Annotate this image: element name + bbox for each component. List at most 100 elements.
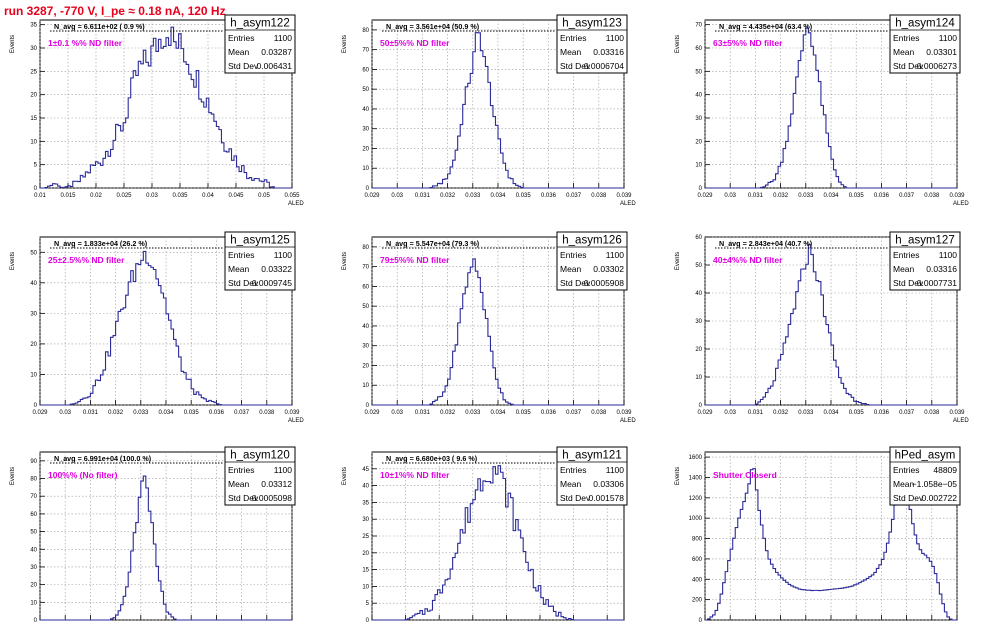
x-tick-label: 0.036 [874, 193, 890, 199]
y-tick-label: 15 [30, 116, 37, 122]
y-tick-label: 20 [362, 146, 369, 152]
stats-label: Entries [228, 250, 254, 260]
y-tick-label: 70 [362, 48, 369, 54]
stats-label: Std Dev [228, 61, 259, 71]
filter-annotation: Shutter Closerd [713, 470, 777, 480]
y-tick-label: 10 [362, 584, 369, 590]
x-tick-label: 0.038 [591, 410, 607, 416]
x-tick-label: 0.035 [516, 193, 532, 199]
histogram-panel-h_asym121: 0.0260.0280.030.0320.0340.0360.0380.0405… [342, 446, 628, 624]
y-tick-label: 10 [30, 139, 37, 145]
x-tick-label: 0.03 [391, 193, 403, 199]
stats-value: 48809 [933, 465, 957, 475]
x-axis-label: ALED [953, 201, 969, 207]
y-tick-label: 5 [34, 163, 38, 169]
navg-label: N_avg = 6.991e+04 (100.0 %) [54, 454, 152, 463]
stats-value: 0.0007731 [917, 278, 957, 288]
stats-value: 0.03306 [593, 479, 624, 489]
x-tick-label: 0.034 [823, 193, 839, 199]
x-tick-label: 0.038 [924, 193, 940, 199]
histogram-line [705, 244, 957, 406]
y-tick-label: 80 [362, 28, 369, 34]
y-axis-label: Events [342, 252, 348, 270]
stats-box [556, 231, 628, 291]
x-tick-label: 0.03 [146, 193, 158, 199]
y-axis-label: Events [10, 467, 16, 485]
y-axis-label: Events [675, 252, 681, 270]
stats-value: 0.006431 [257, 61, 293, 71]
x-tick-label: 0.032 [773, 410, 789, 416]
page-title: run 3287, -770 V, I_pe ≈ 0.18 nA, 120 Hz [4, 4, 226, 18]
stats-label: Std Dev [893, 61, 924, 71]
x-tick-label: 0.04 [202, 193, 214, 199]
x-tick-label: 0.039 [616, 193, 632, 199]
y-tick-label: 20 [362, 551, 369, 557]
y-tick-label: 1000 [689, 516, 703, 522]
navg-label: N_avg = 6.611e+02 ( 0.9 %) [54, 22, 145, 31]
stats-label: Mean [560, 47, 582, 57]
x-tick-label: 0.03 [59, 410, 71, 416]
stats-value: 0.03301 [926, 47, 957, 57]
y-tick-label: 30 [362, 517, 369, 523]
y-tick-label: 30 [362, 127, 369, 133]
x-tick-label: 0.02 [90, 193, 102, 199]
stats-label: Std Dev [893, 493, 924, 503]
stats-box [556, 446, 628, 506]
stats-title: h_asym127 [895, 235, 954, 247]
y-axis-label: Events [10, 252, 16, 270]
x-tick-label: 0.035 [516, 410, 532, 416]
stats-label: Mean [560, 479, 582, 489]
stats-label: Mean [893, 264, 915, 274]
x-tick-label: 0.033 [465, 193, 481, 199]
stats-box [224, 231, 296, 291]
y-tick-label: 20 [30, 342, 37, 348]
stats-value: 0.0006704 [584, 61, 624, 71]
stats-value: 0.03287 [261, 47, 292, 57]
x-tick-label: 0.031 [415, 193, 431, 199]
navg-label: N_avg = 6.680e+03 ( 9.6 %) [386, 454, 478, 463]
y-tick-label: 10 [695, 375, 702, 381]
x-tick-label: 0.039 [949, 410, 965, 416]
x-tick-label: 0.015 [60, 193, 76, 199]
y-tick-label: 40 [30, 547, 37, 553]
x-tick-label: 0.039 [284, 410, 300, 416]
stats-value: 0.03316 [593, 47, 624, 57]
x-tick-label: 0.031 [83, 410, 99, 416]
stats-title: h_asym120 [230, 450, 289, 462]
y-tick-label: 0 [34, 186, 38, 192]
y-tick-label: 0 [366, 618, 370, 624]
stats-label: Std Dev [893, 278, 924, 288]
filter-annotation: 25±2.5%% ND filter [48, 255, 125, 265]
y-tick-label: 10 [695, 163, 702, 169]
x-tick-label: 0.05 [258, 193, 270, 199]
x-tick-label: 0.034 [158, 410, 174, 416]
histogram-line [372, 465, 624, 621]
y-tick-label: 50 [30, 530, 37, 536]
x-tick-label: 0.036 [209, 410, 225, 416]
filter-annotation: 50±5%% ND filter [380, 38, 450, 48]
filter-annotation: 79±5%% ND filter [380, 255, 450, 265]
y-tick-label: 40 [695, 291, 702, 297]
y-tick-label: 80 [362, 245, 369, 251]
x-tick-label: 0.03 [724, 410, 736, 416]
y-axis-label: Events [675, 35, 681, 53]
y-axis-label: Events [10, 35, 16, 53]
stats-value: 1100 [274, 250, 293, 260]
histogram-panel-h_asym124: 0.029 0.03 0.031 0.032 0.033 0.034 0.035 0.036 0… [675, 14, 969, 207]
x-tick-label: 0.039 [616, 410, 632, 416]
stats-box [224, 446, 296, 506]
stats-box [889, 446, 961, 506]
filter-annotation: 100%% (No filter) [48, 470, 118, 480]
stats-value: 0.03312 [261, 479, 292, 489]
x-tick-label: 0.032 [108, 410, 124, 416]
stats-value: 1100 [939, 250, 958, 260]
stats-title: h_asym125 [230, 235, 289, 247]
stats-value: 1100 [606, 33, 625, 43]
y-tick-label: 40 [362, 324, 369, 330]
x-tick-label: 0.035 [849, 193, 865, 199]
x-tick-label: 0.033 [798, 410, 814, 416]
x-tick-label: 0.034 [490, 410, 506, 416]
y-tick-label: 50 [695, 263, 702, 269]
stats-label: Entries [560, 33, 586, 43]
x-tick-label: 0.031 [748, 193, 764, 199]
